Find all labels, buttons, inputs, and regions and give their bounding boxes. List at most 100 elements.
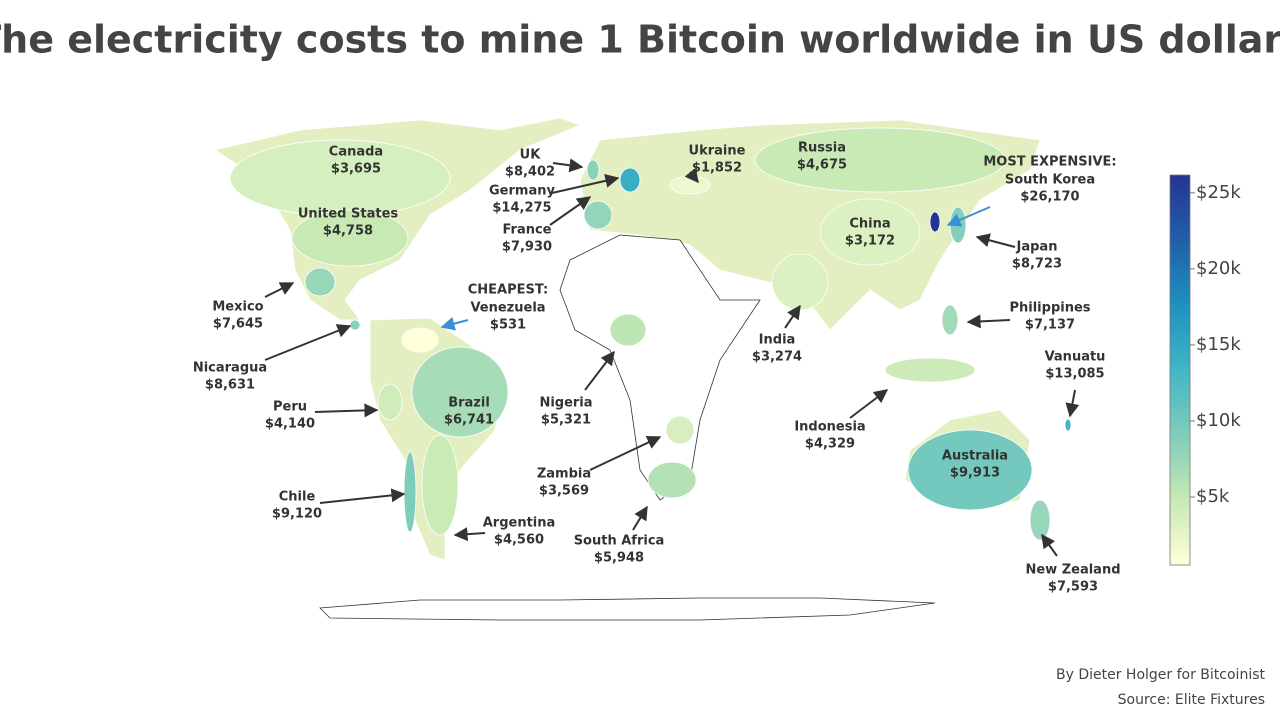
country-name: France [502, 223, 551, 238]
country [403, 451, 417, 533]
data-label: $5,321 [541, 413, 591, 428]
data-label: $7,645 [213, 317, 263, 332]
colorbar-tick-label: $25k [1196, 182, 1241, 203]
country-name: Chile [279, 490, 316, 505]
country-name: Vanuatu [1045, 350, 1106, 365]
credit-author: By Dieter Holger for Bitcoinist [1056, 667, 1266, 683]
country-name: South Korea [1005, 173, 1095, 188]
data-label: $3,172 [845, 234, 895, 249]
country-name: South Africa [574, 534, 665, 549]
arrow [1065, 389, 1080, 418]
data-label: $531 [490, 318, 526, 333]
country [949, 206, 967, 244]
country [647, 461, 697, 499]
data-label: $3,695 [331, 162, 381, 177]
countries [229, 127, 1072, 541]
arrow [632, 505, 648, 531]
arrow [314, 403, 379, 418]
country-name: China [849, 217, 890, 232]
country [884, 357, 976, 383]
country-name: Nicaragua [193, 361, 267, 376]
annotation: MOST EXPENSIVE: [983, 155, 1116, 170]
country-name: UK [520, 148, 542, 163]
country [665, 415, 695, 445]
country [929, 211, 941, 233]
data-label: $14,275 [492, 201, 551, 216]
colorbar-tick-label: $5k [1196, 486, 1230, 507]
country [586, 159, 600, 181]
arrow [966, 314, 1011, 329]
arrow [264, 324, 352, 361]
data-label: $1,852 [692, 161, 742, 176]
country [754, 127, 1006, 193]
country-name: Nigeria [539, 396, 592, 411]
credit-source: Source: Elite Fixtures [1118, 692, 1265, 708]
arrow [684, 167, 699, 184]
country-name: Japan [1016, 240, 1058, 255]
arrow [453, 527, 486, 542]
country-name: Argentina [483, 516, 556, 531]
country [609, 313, 647, 347]
data-label: $4,140 [265, 417, 315, 432]
country-name: United States [298, 207, 399, 222]
data-label: $9,120 [272, 507, 322, 522]
arrow [264, 282, 295, 298]
arrows [264, 158, 1080, 557]
data-label: $8,723 [1012, 257, 1062, 272]
data-label: $7,593 [1048, 580, 1098, 595]
country [583, 200, 613, 230]
arrow [589, 436, 662, 471]
arrow [440, 316, 469, 331]
country [619, 167, 641, 193]
data-label: $7,930 [502, 240, 552, 255]
colorbar [1169, 174, 1191, 566]
data-label: $4,758 [323, 224, 373, 239]
data-label: $7,137 [1025, 318, 1075, 333]
data-label: $4,675 [797, 158, 847, 173]
title: The electricity costs to mine 1 Bitcoin … [0, 18, 1280, 62]
country [421, 434, 459, 536]
arrow [975, 233, 1016, 248]
country [349, 319, 361, 331]
data-label: $3,569 [539, 484, 589, 499]
arrow [946, 206, 991, 227]
country-name: Ukraine [689, 144, 746, 159]
country [819, 198, 921, 266]
country [771, 253, 829, 311]
data-label: $9,913 [950, 466, 1000, 481]
arrow [551, 173, 620, 194]
country [1064, 418, 1072, 432]
data-label: $5,948 [594, 551, 644, 566]
data-label: $13,085 [1045, 367, 1104, 382]
country-name: Zambia [537, 467, 591, 482]
arrow [319, 488, 406, 504]
arrow [584, 350, 615, 391]
arrow [549, 196, 592, 226]
country-name: Venezuela [470, 301, 545, 316]
country [669, 175, 711, 195]
country [1029, 499, 1051, 541]
country-name: Russia [798, 141, 846, 156]
data-label: $4,329 [805, 437, 855, 452]
country [907, 429, 1033, 511]
country-name: New Zealand [1025, 563, 1120, 578]
country-name: India [759, 333, 796, 348]
country [941, 304, 959, 336]
country [377, 383, 403, 421]
country-name: Peru [273, 400, 307, 415]
colorbar-tick-label: $10k [1196, 410, 1241, 431]
arrow [784, 304, 801, 329]
annotation: CHEAPEST: [468, 283, 549, 298]
antarctica [319, 597, 936, 621]
data-label: $3,274 [752, 350, 802, 365]
country [411, 346, 509, 438]
country-name: Brazil [448, 396, 490, 411]
country [304, 267, 336, 297]
country-name: Philippines [1009, 301, 1090, 316]
arrow [849, 389, 889, 419]
data-label: $4,560 [494, 533, 544, 548]
country-name: Canada [329, 145, 383, 160]
country [291, 209, 409, 267]
arrow [1041, 533, 1058, 557]
